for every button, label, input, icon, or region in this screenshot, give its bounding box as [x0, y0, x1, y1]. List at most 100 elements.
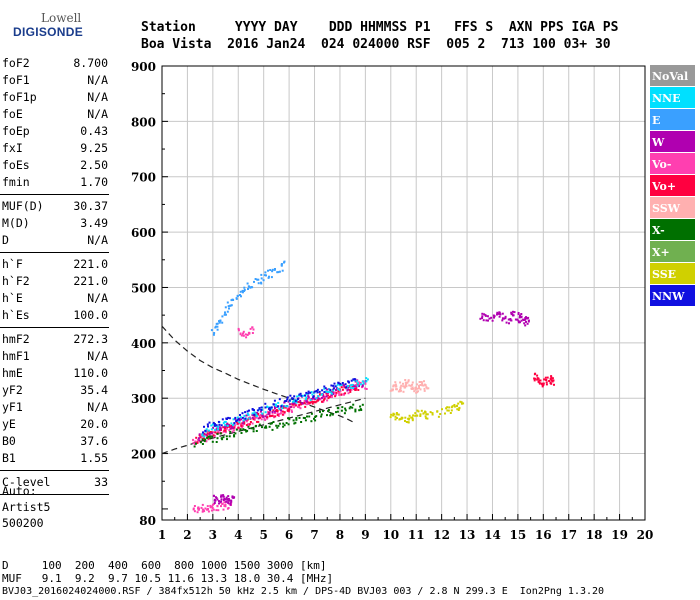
echo-point — [526, 322, 529, 325]
echo-point — [307, 397, 310, 400]
echo-point — [212, 494, 215, 497]
echo-point — [431, 412, 434, 415]
echo-point — [264, 426, 266, 429]
plot-frame — [161, 65, 646, 521]
echo-point — [283, 261, 285, 264]
echo-point — [400, 384, 403, 387]
echo-point — [414, 388, 417, 391]
legend-label: W — [651, 136, 665, 149]
echo-point — [233, 434, 235, 437]
echo-point — [201, 438, 204, 441]
echo-point — [411, 381, 414, 384]
echo-point — [310, 420, 313, 423]
param-name: fxI — [2, 141, 23, 155]
echo-point — [330, 412, 333, 415]
echo-point — [352, 387, 355, 389]
echo-point — [317, 399, 319, 402]
echo-point — [228, 435, 231, 438]
echo-point — [263, 417, 266, 420]
echo-point — [533, 377, 536, 380]
echo-point — [420, 381, 423, 384]
echo-point — [270, 422, 273, 425]
echo-point — [216, 498, 219, 501]
echo-point — [230, 425, 233, 428]
echo-point — [232, 427, 235, 430]
echo-point — [248, 409, 250, 412]
echo-point — [410, 416, 413, 419]
echo-point — [275, 410, 278, 412]
echo-point — [293, 395, 296, 398]
echo-point — [311, 400, 314, 403]
param-value: 0.43 — [80, 124, 108, 138]
echo-point — [493, 316, 495, 319]
echo-point — [357, 382, 359, 385]
echo-point — [404, 416, 407, 419]
echo-point — [300, 403, 303, 406]
echo-point — [210, 428, 213, 431]
echo-point — [264, 402, 267, 405]
echo-point — [331, 413, 334, 416]
echo-point — [220, 498, 223, 501]
param-row: M(D) 3.49 — [2, 216, 108, 233]
y-tick-label: 200 — [131, 448, 156, 462]
echo-point — [228, 425, 231, 428]
echo-point — [242, 422, 245, 425]
echo-point — [392, 414, 395, 417]
echo-point — [193, 445, 196, 448]
echo-point — [394, 381, 397, 384]
echo-point — [218, 500, 220, 503]
echo-point — [213, 332, 216, 334]
echo-point — [203, 435, 206, 438]
y-tick-label: 80 — [139, 514, 156, 528]
echo-point — [504, 317, 507, 320]
echo-point — [308, 415, 311, 418]
echo-point — [228, 499, 231, 502]
echo-point — [389, 389, 392, 392]
echo-point — [225, 496, 228, 499]
echo-point — [326, 399, 329, 402]
echo-point — [447, 409, 450, 412]
echo-point — [302, 394, 305, 397]
echo-point — [487, 319, 489, 322]
echo-point — [244, 429, 247, 431]
echo-point — [314, 419, 317, 422]
echo-point — [304, 405, 307, 408]
echo-point — [204, 438, 207, 441]
x-tick-label: 2 — [183, 528, 191, 542]
echo-point — [265, 274, 267, 277]
echo-point — [509, 318, 512, 320]
echo-point — [520, 319, 523, 322]
echo-point — [289, 394, 292, 397]
echo-point — [218, 502, 220, 505]
echo-point — [292, 397, 295, 400]
echo-point — [299, 407, 302, 410]
echo-point — [227, 305, 230, 308]
echo-point — [409, 384, 412, 387]
echo-point — [314, 398, 317, 400]
echo-point — [241, 291, 244, 294]
echo-point — [445, 407, 448, 410]
echo-point — [246, 429, 249, 432]
echo-point — [283, 424, 286, 427]
echo-point — [192, 441, 195, 444]
echo-point — [249, 327, 252, 330]
echo-point — [359, 408, 362, 411]
echo-point — [416, 383, 419, 386]
echo-point — [295, 418, 298, 421]
echo-point — [296, 395, 299, 398]
param-row: foE N/A — [2, 107, 108, 124]
echo-point — [349, 405, 352, 408]
echo-point — [240, 432, 243, 434]
echo-point — [210, 424, 213, 427]
echo-point — [278, 413, 281, 415]
echo-point — [251, 326, 254, 329]
echo-point — [402, 382, 404, 385]
echo-point — [517, 313, 520, 316]
echo-point — [205, 440, 208, 443]
echo-point — [217, 430, 220, 433]
echo-point — [205, 428, 208, 431]
echo-point — [204, 429, 207, 432]
echo-point — [227, 502, 230, 504]
echo-point — [280, 406, 283, 409]
echo-point — [213, 423, 216, 425]
